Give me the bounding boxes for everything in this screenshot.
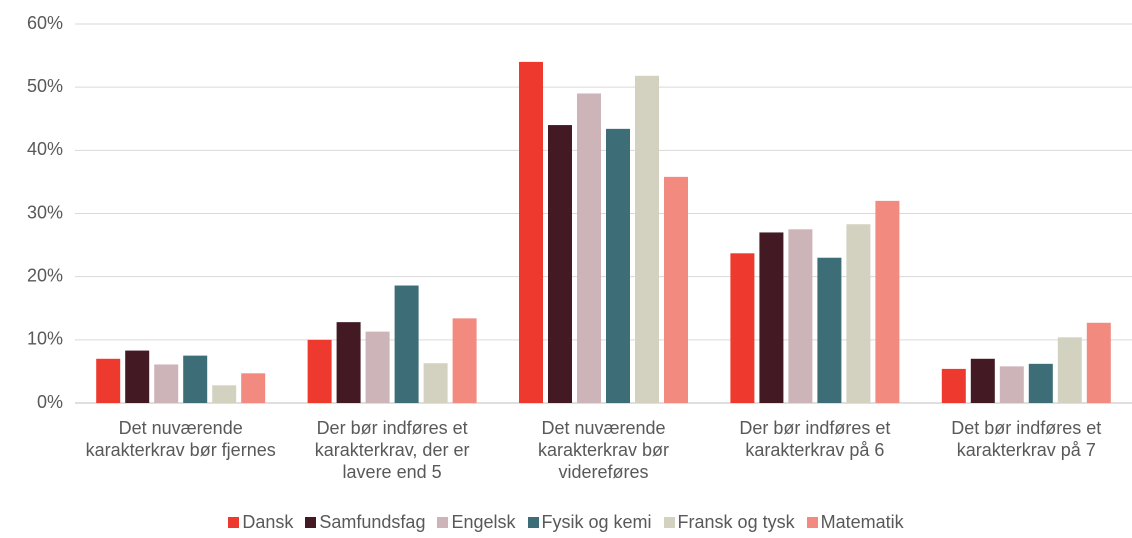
legend-swatch <box>228 517 240 528</box>
bar <box>452 318 477 403</box>
legend-swatch <box>527 517 539 528</box>
y-tick-label: 60% <box>27 13 63 33</box>
y-tick-label: 10% <box>27 329 63 349</box>
y-tick-label: 0% <box>37 392 63 412</box>
bar <box>125 350 150 403</box>
bar <box>423 363 448 403</box>
bar <box>941 368 966 403</box>
bar <box>394 285 419 403</box>
legend-item: Engelsk <box>437 512 516 533</box>
bar <box>664 176 688 403</box>
legend-label: Matematik <box>820 512 904 532</box>
legend-swatch <box>806 517 818 528</box>
bar <box>519 61 543 404</box>
y-tick-label: 40% <box>27 139 63 159</box>
x-tick-label: Det nuværende karakterkrav bør viderefør… <box>537 418 670 482</box>
y-tick-label: 20% <box>27 265 63 285</box>
bar <box>606 128 630 403</box>
bar <box>875 200 900 403</box>
x-tick-label: Der bør indføres et karakterkrav på 6 <box>739 418 891 460</box>
bar <box>96 358 121 403</box>
bar <box>307 339 332 403</box>
bar <box>970 358 995 403</box>
legend-item: Matematik <box>806 512 904 533</box>
bar <box>548 125 572 404</box>
y-tick-label: 30% <box>27 202 63 222</box>
legend-label: Samfundsfag <box>319 512 426 532</box>
bar <box>154 364 179 403</box>
bar <box>1057 337 1082 403</box>
bar <box>1028 363 1053 403</box>
legend-swatch <box>437 517 449 528</box>
bar <box>183 355 208 403</box>
bar <box>817 257 842 403</box>
bar <box>635 75 659 404</box>
bar <box>241 373 266 403</box>
legend-label: Engelsk <box>451 512 516 532</box>
legend-swatch <box>663 517 675 528</box>
bar <box>212 385 237 403</box>
bar <box>788 229 813 403</box>
bar <box>999 366 1024 403</box>
legend-item: Fysik og kemi <box>527 512 652 533</box>
legend-label: Dansk <box>242 512 294 532</box>
bar <box>730 253 755 403</box>
legend-swatch <box>305 517 317 528</box>
legend-label: Fysik og kemi <box>541 512 652 532</box>
bar <box>846 224 871 403</box>
x-tick-label: Der bør indføres et karakterkrav, der er… <box>314 418 470 482</box>
legend: Dansk Samfundsfag Engelsk Fysik og kemi Fran… <box>0 512 1132 533</box>
bar <box>336 322 361 403</box>
legend-item: Samfundsfag <box>305 512 425 533</box>
legend-label: Fransk og tysk <box>677 512 795 532</box>
x-tick-label: Det bør indføres et karakterkrav på 7 <box>951 418 1102 460</box>
bar <box>577 93 601 403</box>
x-tick-label: Det nuværende karakterkrav bør fjernes <box>85 418 276 460</box>
legend-item: Fransk og tysk <box>663 512 795 533</box>
legend-item: Dansk <box>228 512 293 533</box>
bar <box>365 331 390 403</box>
bar <box>759 232 784 403</box>
y-tick-label: 50% <box>27 76 63 96</box>
bar <box>1086 322 1111 403</box>
